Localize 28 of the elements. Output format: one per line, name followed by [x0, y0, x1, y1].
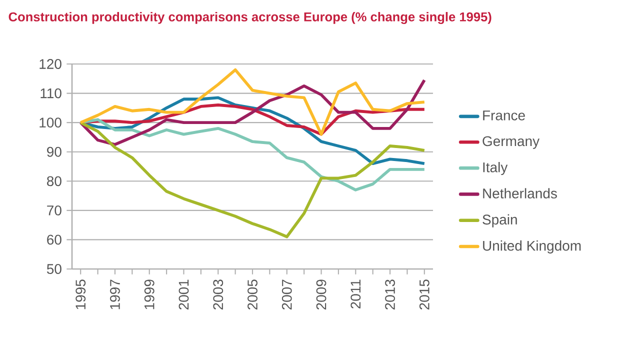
legend-label: France [483, 110, 525, 120]
y-tick-label: 110 [40, 88, 62, 98]
chart-title: Construction productivity comparisons acrosse Europe (% change single 1995) [8, 12, 492, 24]
y-tick-label: 50 [46, 264, 62, 274]
y-tick-label: 80 [47, 176, 62, 186]
y-tick-label: 100 [40, 118, 62, 128]
y-tick-label: 70 [47, 205, 62, 216]
line-series [79, 121, 426, 238]
legend-label: Spain [482, 214, 517, 228]
y-tick-label: 60 [47, 234, 62, 245]
legend-label: Italy [483, 162, 508, 176]
y-tick-label: 120 [40, 59, 62, 69]
x-tick-label: 1997 [110, 280, 120, 310]
x-tick-label: 2007 [282, 280, 292, 310]
x-tick-label: 2011 [350, 280, 361, 308]
x-tick-label: 2009 [316, 280, 326, 310]
x-tick-label: 1999 [144, 280, 154, 310]
x-tick-label: 2001 [178, 280, 189, 310]
line-series [79, 68, 426, 136]
x-tick-label: 1995 [76, 280, 86, 310]
x-tick-label: 2013 [385, 280, 395, 310]
x-tick-label: 2005 [248, 280, 258, 310]
y-tick-label: 90 [47, 146, 62, 157]
x-tick-label: 2003 [213, 280, 224, 310]
legend-label: Germany [482, 136, 540, 149]
legend-label: United Kingdom [483, 240, 581, 254]
x-tick-label: 2015 [419, 280, 430, 310]
legend-label: Netherlands [483, 188, 557, 198]
